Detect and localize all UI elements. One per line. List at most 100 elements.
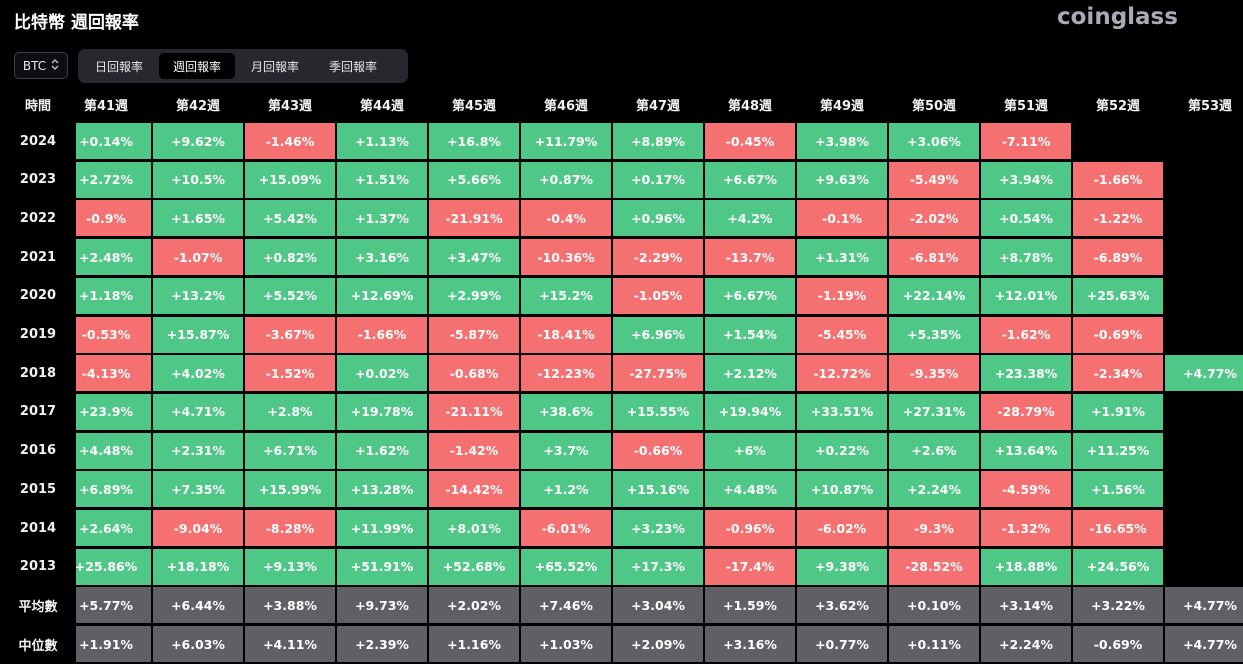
return-cell[interactable]: +2.6% (889, 432, 979, 469)
return-cell[interactable]: +23.38% (981, 355, 1071, 392)
return-cell[interactable]: +1.2% (521, 471, 611, 508)
return-cell[interactable]: -1.46% (245, 123, 335, 159)
table-scroll-area[interactable]: 第41週 第42週 第43週 第44週 第45週 第46週 第47週 第48週 第49週 第50週… (76, 88, 1243, 664)
return-cell[interactable]: +38.6% (521, 393, 611, 430)
return-cell[interactable]: +3.23% (613, 510, 703, 546)
summary-cell[interactable]: +3.62% (797, 587, 887, 624)
summary-cell[interactable]: +1.59% (705, 587, 795, 624)
return-cell[interactable]: -4.59% (981, 471, 1071, 508)
return-cell[interactable]: -0.53% (76, 316, 151, 353)
return-cell[interactable]: +2.12% (705, 355, 795, 392)
return-cell[interactable]: -14.42% (429, 471, 519, 508)
return-cell[interactable]: +1.13% (337, 123, 427, 159)
return-cell[interactable]: +2.24% (889, 471, 979, 508)
return-cell[interactable]: -1.66% (337, 316, 427, 353)
return-cell[interactable]: -5.49% (889, 161, 979, 198)
return-cell[interactable]: +19.78% (337, 393, 427, 430)
return-cell[interactable]: -1.62% (981, 316, 1071, 353)
return-cell[interactable]: +12.69% (337, 277, 427, 314)
tab-quarterly-return[interactable]: 季回報率 (329, 59, 378, 74)
return-cell[interactable]: -0.4% (521, 200, 611, 237)
return-cell[interactable]: +4.71% (153, 393, 243, 430)
summary-cell[interactable]: +6.03% (153, 626, 243, 663)
return-cell[interactable]: +9.13% (245, 548, 335, 585)
return-cell[interactable]: -1.42% (429, 432, 519, 469)
summary-cell[interactable]: +9.73% (337, 587, 427, 624)
return-cell[interactable]: +24.56% (1073, 548, 1163, 585)
return-cell[interactable]: +6.96% (613, 316, 703, 353)
summary-cell[interactable]: +0.77% (797, 626, 887, 663)
return-cell[interactable]: +15.99% (245, 471, 335, 508)
return-cell[interactable]: +5.35% (889, 316, 979, 353)
return-cell[interactable]: +27.31% (889, 393, 979, 430)
return-cell[interactable]: +11.79% (521, 123, 611, 159)
return-cell[interactable]: +4.48% (705, 471, 795, 508)
summary-cell[interactable]: +3.88% (245, 587, 335, 624)
return-cell[interactable]: +25.86% (76, 548, 151, 585)
return-cell[interactable]: +4.2% (705, 200, 795, 237)
return-cell[interactable]: +17.3% (613, 548, 703, 585)
return-cell[interactable]: +4.77% (1165, 355, 1243, 392)
return-cell[interactable]: +13.2% (153, 277, 243, 314)
return-cell[interactable]: -2.34% (1073, 355, 1163, 392)
return-cell[interactable]: -12.23% (521, 355, 611, 392)
return-cell[interactable]: +13.28% (337, 471, 427, 508)
return-cell[interactable]: -8.28% (245, 510, 335, 546)
return-cell[interactable]: -6.01% (521, 510, 611, 546)
return-cell[interactable]: +22.14% (889, 277, 979, 314)
summary-cell[interactable]: +4.77% (1165, 587, 1243, 624)
return-cell[interactable]: +1.56% (1073, 471, 1163, 508)
return-cell[interactable]: +8.78% (981, 239, 1071, 276)
return-cell[interactable]: +3.06% (889, 123, 979, 159)
return-cell[interactable]: +8.01% (429, 510, 519, 546)
return-cell[interactable]: +1.37% (337, 200, 427, 237)
return-cell[interactable]: -2.29% (613, 239, 703, 276)
return-cell[interactable]: +9.62% (153, 123, 243, 159)
return-cell[interactable]: -6.02% (797, 510, 887, 546)
return-cell[interactable]: +0.82% (245, 239, 335, 276)
return-cell[interactable]: -1.52% (245, 355, 335, 392)
return-cell[interactable]: +3.7% (521, 432, 611, 469)
summary-cell[interactable]: +0.10% (889, 587, 979, 624)
return-cell[interactable]: +15.09% (245, 161, 335, 198)
return-cell[interactable]: -21.11% (429, 393, 519, 430)
return-cell[interactable]: -2.02% (889, 200, 979, 237)
return-cell[interactable]: -12.72% (797, 355, 887, 392)
return-cell[interactable]: -0.96% (705, 510, 795, 546)
return-cell[interactable]: +0.14% (76, 123, 151, 159)
summary-cell[interactable]: -0.69% (1073, 626, 1163, 663)
return-cell[interactable]: +10.5% (153, 161, 243, 198)
summary-cell[interactable]: +1.91% (76, 626, 151, 663)
return-cell[interactable]: +0.22% (797, 432, 887, 469)
return-cell[interactable]: +6.67% (705, 161, 795, 198)
return-cell[interactable]: -9.35% (889, 355, 979, 392)
return-cell[interactable]: -1.66% (1073, 161, 1163, 198)
return-cell[interactable]: +0.17% (613, 161, 703, 198)
return-cell[interactable]: +13.64% (981, 432, 1071, 469)
summary-cell[interactable]: +2.02% (429, 587, 519, 624)
return-cell[interactable]: -10.36% (521, 239, 611, 276)
summary-cell[interactable]: +4.11% (245, 626, 335, 663)
return-cell[interactable]: +15.2% (521, 277, 611, 314)
tab-weekly-return[interactable]: 週回報率 (159, 53, 236, 79)
return-cell[interactable]: +1.31% (797, 239, 887, 276)
return-cell[interactable]: +3.16% (337, 239, 427, 276)
return-cell[interactable]: +3.94% (981, 161, 1071, 198)
return-cell[interactable]: +6% (705, 432, 795, 469)
return-cell[interactable]: +1.51% (337, 161, 427, 198)
return-cell[interactable]: -13.7% (705, 239, 795, 276)
return-cell[interactable]: -21.91% (429, 200, 519, 237)
summary-cell[interactable]: +3.14% (981, 587, 1071, 624)
return-cell[interactable]: +16.8% (429, 123, 519, 159)
return-cell[interactable]: -4.13% (76, 355, 151, 392)
return-cell[interactable]: -0.69% (1073, 316, 1163, 353)
return-cell[interactable]: +15.87% (153, 316, 243, 353)
coin-select[interactable]: BTC (14, 52, 68, 79)
return-cell[interactable]: +7.35% (153, 471, 243, 508)
return-cell[interactable]: +1.62% (337, 432, 427, 469)
return-cell[interactable]: +1.18% (76, 277, 151, 314)
summary-cell[interactable]: +2.24% (981, 626, 1071, 663)
return-cell[interactable]: -1.19% (797, 277, 887, 314)
tab-daily-return[interactable]: 日回報率 (95, 59, 144, 74)
return-cell[interactable]: -5.45% (797, 316, 887, 353)
